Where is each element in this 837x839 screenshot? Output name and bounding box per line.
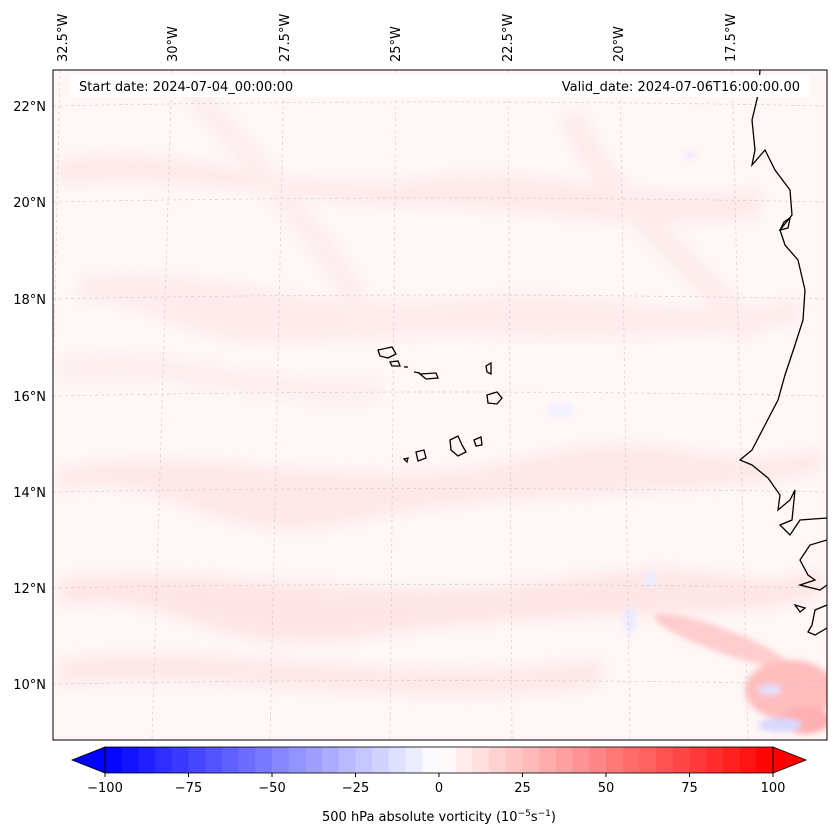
colorbar-cell xyxy=(121,747,139,773)
colorbar-cell xyxy=(439,747,457,773)
colorbar-tick-label: 100 xyxy=(761,781,786,796)
colorbar-cell xyxy=(288,747,306,773)
colorbar: −100 −75 −50 −25 0 25 50 75 100 500 hPa absolute… xyxy=(70,746,808,825)
vorticity-field xyxy=(60,80,827,734)
lon-label: 17.5°W xyxy=(724,14,739,62)
colorbar-cell xyxy=(739,747,757,773)
colorbar-tick-label: −50 xyxy=(258,781,285,796)
colorbar-ticks: −100 −75 −50 −25 0 25 50 75 100 xyxy=(87,773,785,796)
colorbar-tick-label: −100 xyxy=(87,781,123,796)
lat-label: 16°N xyxy=(13,390,46,405)
colorbar-tick-label: 25 xyxy=(514,781,531,796)
colorbar-tick-label: 75 xyxy=(681,781,698,796)
colorbar-tick-label: −25 xyxy=(342,781,369,796)
lon-label: 22.5°W xyxy=(501,14,516,62)
lat-label: 22°N xyxy=(13,100,46,115)
colorbar-cell xyxy=(372,747,390,773)
colorbar-cell xyxy=(272,747,290,773)
colorbar-max-extend xyxy=(772,746,808,774)
colorbar-cell xyxy=(522,747,540,773)
lat-label: 14°N xyxy=(13,486,46,501)
colorbar-cell xyxy=(238,747,256,773)
colorbar-cell xyxy=(656,747,674,773)
colorbar-cell xyxy=(455,747,473,773)
lat-label: 12°N xyxy=(13,582,46,597)
colorbar-cell xyxy=(555,747,573,773)
map-panel: Start date: 2024-07-04_00:00:00 Valid_da… xyxy=(13,14,828,741)
colorbar-cell xyxy=(722,747,740,773)
colorbar-cell xyxy=(105,747,123,773)
colorbar-tick-label: 0 xyxy=(435,781,443,796)
colorbar-cells xyxy=(105,747,774,773)
colorbar-cell xyxy=(388,747,406,773)
colorbar-cell xyxy=(205,747,223,773)
colorbar-cell xyxy=(489,747,507,773)
start-date-label: Start date: 2024-07-04_00:00:00 xyxy=(79,80,293,95)
colorbar-cell xyxy=(405,747,423,773)
colorbar-cell xyxy=(756,747,774,773)
colorbar-cell xyxy=(305,747,323,773)
colorbar-cell xyxy=(672,747,690,773)
colorbar-cell xyxy=(355,747,373,773)
colorbar-cell xyxy=(472,747,490,773)
colorbar-cell xyxy=(171,747,189,773)
colorbar-cell xyxy=(138,747,156,773)
lon-label: 25°W xyxy=(389,26,404,62)
colorbar-tick-label: 50 xyxy=(598,781,615,796)
cape-verde-islands xyxy=(377,346,503,464)
lat-label: 10°N xyxy=(13,678,46,693)
colorbar-cell xyxy=(188,747,206,773)
colorbar-cell xyxy=(322,747,340,773)
colorbar-cell xyxy=(539,747,557,773)
coastline xyxy=(377,70,827,636)
map-frame xyxy=(52,69,828,741)
lon-label: 30°W xyxy=(166,26,181,62)
colorbar-min-extend xyxy=(70,746,106,774)
colorbar-cell xyxy=(505,747,523,773)
latitude-labels: 22°N 20°N 18°N 16°N 14°N 12°N 10°N xyxy=(13,100,46,693)
colorbar-cell xyxy=(338,747,356,773)
lon-label: 20°W xyxy=(612,26,627,62)
valid-date-label: Valid_date: 2024-07-06T16:00:00.00 xyxy=(562,80,800,95)
colorbar-cell xyxy=(255,747,273,773)
longitude-labels: 32.5°W 30°W 27.5°W 25°W 22.5°W 20°W 17.5… xyxy=(56,14,739,62)
lat-label: 20°N xyxy=(13,196,46,211)
colorbar-cell xyxy=(155,747,173,773)
colorbar-cell xyxy=(606,747,624,773)
colorbar-cell xyxy=(689,747,707,773)
africa-coastline xyxy=(738,70,827,537)
lat-label: 18°N xyxy=(13,293,46,308)
graticule xyxy=(53,70,827,740)
colorbar-cell xyxy=(706,747,724,773)
lon-label: 32.5°W xyxy=(56,14,71,62)
lon-label: 27.5°W xyxy=(278,14,293,62)
colorbar-cell xyxy=(422,747,440,773)
colorbar-label: 500 hPa absolute vorticity (10−5s−1) xyxy=(322,809,556,825)
colorbar-tick-label: −75 xyxy=(175,781,202,796)
colorbar-cell xyxy=(639,747,657,773)
annotation-box xyxy=(70,75,810,97)
colorbar-cell xyxy=(221,747,239,773)
colorbar-cell xyxy=(572,747,590,773)
colorbar-cell xyxy=(622,747,640,773)
colorbar-cell xyxy=(589,747,607,773)
